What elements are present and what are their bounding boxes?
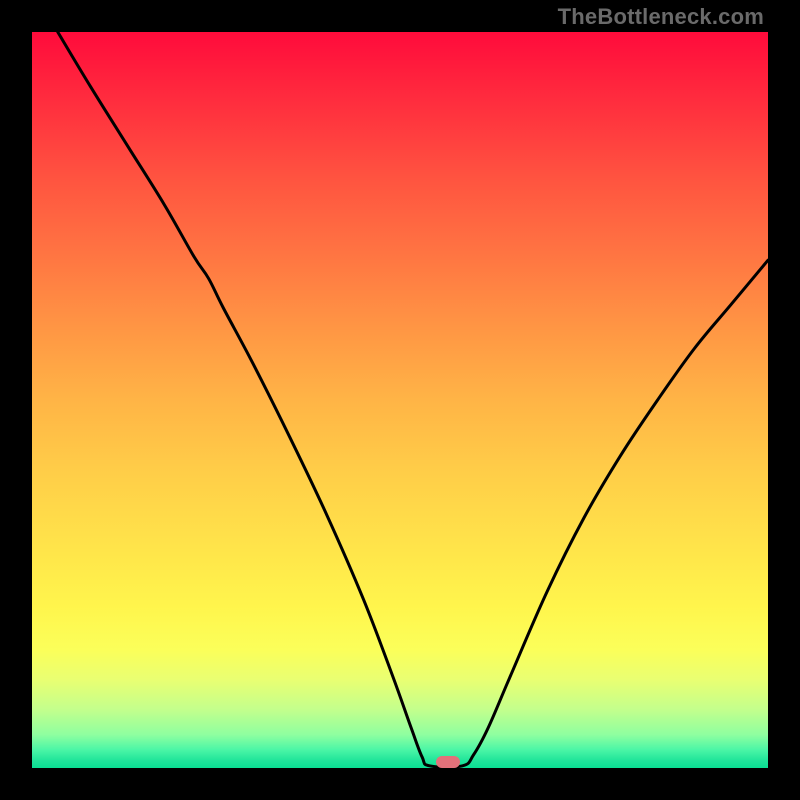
minimum-marker	[436, 756, 460, 768]
bottleneck-curve	[32, 32, 768, 768]
chart-frame: TheBottleneck.com	[0, 0, 800, 800]
plot-area	[32, 32, 768, 768]
watermark-text: TheBottleneck.com	[558, 4, 764, 30]
